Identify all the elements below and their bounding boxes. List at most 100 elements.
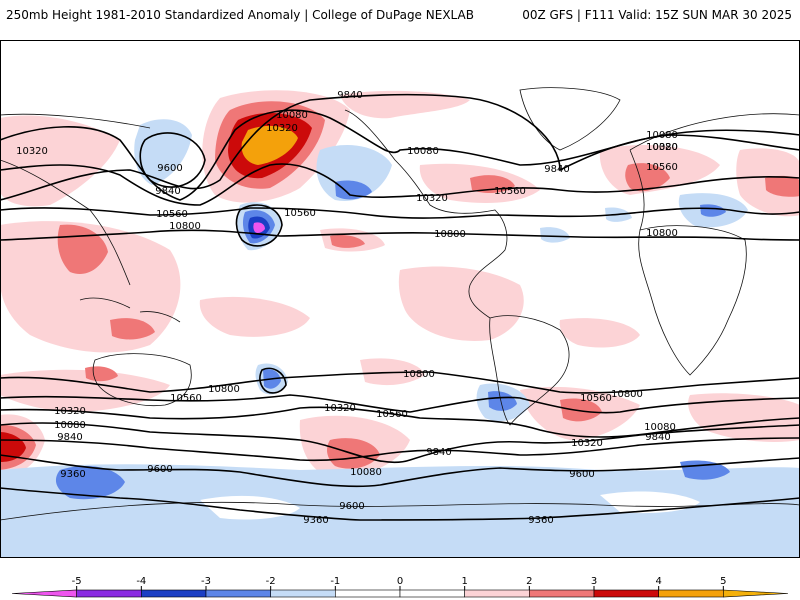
contour-label: 9840 [57,432,82,443]
contour-label: 10800 [434,229,466,240]
anomaly-patch [241,125,298,165]
contour-label: 10560 [170,393,202,404]
contour-label: 9840 [426,447,451,458]
contour-label: 10080 [276,110,308,121]
contour-10320-south [0,406,800,438]
coastline-north-america [344,109,508,319]
contour-label: 9840 [155,186,180,197]
contour-label: 10800 [208,384,240,395]
contour-10560-south [0,394,800,414]
contour-label: 9360 [60,469,85,480]
contour-9840-south [0,437,800,462]
anomaly-patch [398,266,524,341]
contour-10800-north [0,229,800,241]
contour-10800-south-closed [259,367,287,394]
colorbar-tick-label: -4 [136,576,146,587]
header-bar: 250mb Height 1981-2010 Standardized Anom… [0,0,800,32]
contour-label: 10080 [54,420,86,431]
colorbar-swatch [270,589,336,598]
anomaly-patch [360,358,425,386]
anomaly-patch [0,115,120,207]
anomaly-patch [765,175,800,197]
colorbar-swatch [399,589,465,598]
contour-label: 10320 [16,146,48,157]
anomaly-patch [253,222,265,233]
colorbar-swatch [529,589,595,598]
map-title: 250mb Height 1981-2010 Standardized Anom… [6,8,474,22]
contour-label: 10320 [266,123,298,134]
colorbar-tick-label: 1 [461,576,467,587]
coastline-australia [92,353,192,406]
contour-label: 10560 [646,162,678,173]
contour-label: 9600 [339,501,364,512]
contour-label: 10800 [169,221,201,232]
colorbar-ticks: -5 -4 -3 -2 -1 0 1 2 3 4 5 [72,576,727,590]
contour-label: 10560 [580,393,612,404]
contour-9600-south [0,454,800,488]
positive-anomaly-shading [0,90,800,479]
contour-label: 10560 [284,208,316,219]
contour-label: 9840 [645,432,670,443]
anomaly-patch [625,163,670,192]
contour-label: 10080 [407,146,439,157]
coastline-africa [638,225,747,376]
colorbar-swatch [723,589,789,598]
coastline-indonesia [79,297,181,323]
colorbar-tick-label: 0 [397,576,403,587]
anomaly-patch [55,466,126,500]
anomaly-patch [330,234,365,248]
contour-label: 10080 [646,130,678,141]
model-run-label: 00Z GFS | F111 Valid: 15Z SUN MAR 30 202… [522,8,792,22]
contour-label: 9360 [303,515,328,526]
contour-label: 10800 [611,389,643,400]
colorbar-legend: -5 -4 -3 -2 -1 0 1 2 3 4 5 [11,576,789,598]
contour-labels: 9840 10080 10320 10320 10080 9600 9840 1… [16,90,678,526]
colorbar-swatch [335,589,401,598]
anomaly-patch [559,318,640,348]
coastline-eurasia [0,113,800,286]
contour-label: 9360 [528,515,553,526]
anomaly-patch [0,369,170,412]
anomaly-map: 9840 10080 10320 10320 10080 9600 9840 1… [0,40,800,558]
anomaly-patch [110,318,155,340]
contour-label: 10560 [156,209,188,220]
contour-10080-south [0,422,800,464]
contour-label: 9840 [544,164,569,175]
contour-9600-north-closed [139,132,206,188]
colorbar-tick-label: -1 [330,576,340,587]
colorbar-swatch [11,589,77,598]
colorbar-tick-label: 5 [720,576,726,587]
anomaly-patch [0,464,800,558]
anomaly-patch [340,90,470,119]
contour-label: 9600 [147,464,172,475]
colorbar-tick-label: -3 [201,576,211,587]
coastline-greenland [519,87,621,151]
colorbar-tick-label: -2 [266,576,276,587]
contour-label: 10320 [646,142,678,153]
contour-label: 10320 [416,193,448,204]
contour-label: 9600 [569,469,594,480]
contour-10800-low-closed [235,204,283,247]
contour-label: 10320 [54,406,86,417]
contour-label: 10080 [646,142,678,153]
contour-10560-north [0,207,800,219]
contour-label: 10560 [494,186,526,197]
colorbar-tick-label: -5 [72,576,82,587]
anomaly-patch [600,491,700,514]
contour-label: 9600 [157,163,182,174]
contour-label: 10080 [350,467,382,478]
contour-label: 10320 [324,403,356,414]
contour-10080-north [0,109,800,201]
contour-label: 10800 [403,369,435,380]
anomaly-patch [335,180,372,200]
colorbar-tick-label: 2 [526,576,532,587]
contour-10320-north [0,163,800,206]
colorbar-swatch [205,589,271,598]
colorbar-tick-label: 3 [591,576,597,587]
colorbar-swatch [141,589,207,598]
contour-label: 10080 [644,422,676,433]
colorbar-swatch [593,589,659,598]
anomaly-patch [560,398,602,422]
colorbar-swatch [76,589,142,598]
contour-9360-south [0,487,800,521]
